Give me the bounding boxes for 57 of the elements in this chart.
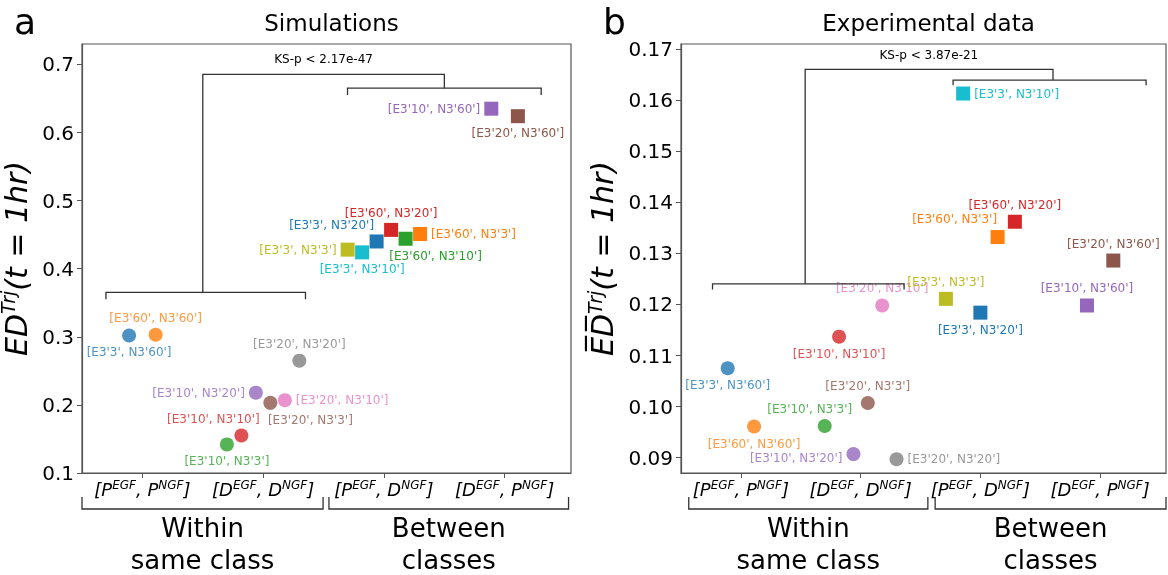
y-tick-label: 0.11 — [628, 343, 673, 368]
series-label: [E3'3', N3'10'] — [319, 262, 405, 277]
series-label: [E3'3', N3'60'] — [685, 378, 771, 393]
text: a — [14, 1, 37, 42]
y-tick-label: 0.14 — [628, 190, 673, 215]
series-label: [E3'10', N3'10'] — [792, 346, 886, 361]
series-label: [E3'10', N3'3'] — [767, 402, 853, 417]
y-tick-label: 0.6 — [42, 120, 74, 145]
text: Between classes — [993, 513, 1108, 575]
annotation: KS-p < 3.87e-21 — [879, 47, 979, 62]
series-label: [E3'3', N3'10'] — [974, 86, 1060, 101]
series-label: [E3'20', N3'3'] — [267, 412, 353, 427]
text: Between classes — [391, 513, 506, 575]
series-label: [E3'60', N3'3'] — [912, 212, 998, 227]
series-label: [E3'3', N3'3'] — [259, 242, 337, 257]
y-tick-label: 0.2 — [42, 392, 74, 417]
y-tick-label: 0.5 — [42, 188, 74, 213]
text: Within same class — [130, 513, 275, 575]
series-label: [E3'20', N3'20'] — [253, 336, 346, 351]
series-label: [E3'60', N3'60'] — [707, 436, 801, 451]
y-axis-title: E̅D̅Trj(t = 1hr) — [0, 160, 34, 357]
series-label: [E3'3', N3'20'] — [289, 218, 375, 233]
y-tick-label: 0.13 — [628, 241, 673, 266]
series-label: [E3'10', N3'60'] — [1040, 281, 1134, 296]
text: b — [603, 1, 626, 42]
series-label: [E3'10', N3'10'] — [167, 411, 260, 426]
series-label: [E3'20', N3'60'] — [471, 126, 565, 141]
y-tick-label: 0.3 — [42, 324, 74, 349]
y-tick-label: 0.16 — [628, 88, 673, 113]
series-label: [E3'60', N3'20'] — [344, 205, 438, 220]
y-tick-label: 0.17 — [628, 37, 673, 62]
text: Within same class — [736, 513, 881, 575]
series-label: [E3'20', N3'10'] — [295, 393, 389, 408]
annotation: KS-p < 2.17e-47 — [274, 52, 373, 67]
y-axis-title: E̅D̅Trj(t = 1hr) — [583, 160, 621, 357]
series-label: [E3'10', N3'3'] — [184, 454, 270, 469]
chart-title: Simulations — [264, 9, 399, 36]
chart-title: Experimental data — [822, 9, 1035, 36]
series-label: [E3'60', N3'60'] — [109, 310, 202, 325]
y-tick-label: 0.4 — [42, 256, 74, 281]
series-label: [E3'20', N3'3'] — [825, 379, 911, 394]
y-tick-label: 0.09 — [628, 445, 673, 470]
y-tick-label: 0.12 — [628, 292, 673, 317]
y-tick-label: 0.7 — [42, 52, 74, 77]
series-label: [E3'3', N3'60'] — [86, 345, 172, 360]
series-label: [E3'60', N3'20'] — [968, 197, 1062, 212]
series-label: [E3'20', N3'60'] — [1067, 236, 1160, 251]
series-label: [E3'10', N3'60'] — [387, 101, 481, 116]
series-label: [E3'10', N3'20'] — [749, 451, 843, 466]
series-label: [E3'10', N3'20'] — [152, 385, 245, 400]
series-label: [E3'3', N3'20'] — [937, 322, 1023, 337]
y-tick-label: 0.10 — [628, 394, 673, 419]
series-label: [E3'60', N3'3'] — [431, 226, 516, 241]
y-tick-label: 0.15 — [628, 139, 673, 164]
series-label: [E3'60', N3'10'] — [389, 248, 482, 263]
y-tick-label: 0.1 — [42, 461, 74, 485]
series-label: [E3'20', N3'20'] — [907, 452, 1001, 467]
